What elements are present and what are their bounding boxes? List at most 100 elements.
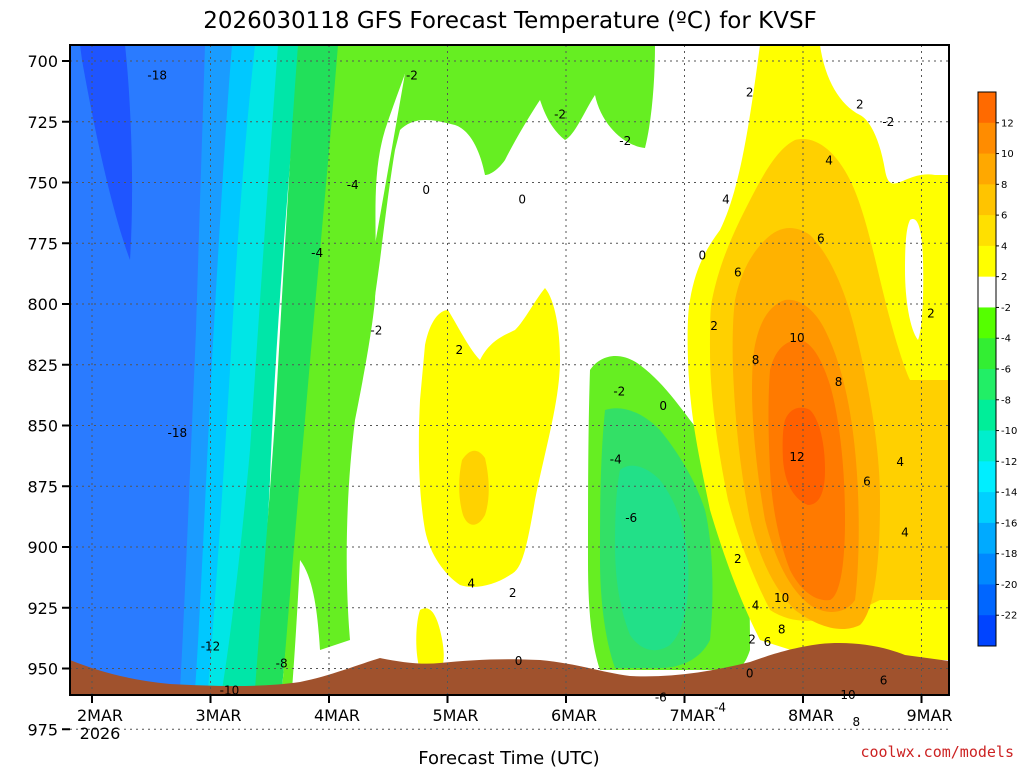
colorbar-label: 12 xyxy=(1001,118,1014,129)
y-tick-label: 750 xyxy=(27,174,58,193)
y-tick-label: 850 xyxy=(27,417,58,436)
contour-label: 0 xyxy=(515,654,523,668)
contour-label: 2 xyxy=(856,98,864,112)
contour-label: -4 xyxy=(311,246,323,260)
region-minus-12 xyxy=(208,45,280,690)
region-minus-8 xyxy=(255,45,340,690)
contour-label: 4 xyxy=(901,525,909,539)
colorbar: 12 10 8 6 4 2 -2 -4 -6 -8 -10 -12 -14 -16 -18 -20 -22 xyxy=(977,91,1017,647)
region-zero-gap-9mar-top xyxy=(890,45,949,160)
colorbar-swatch xyxy=(978,338,996,370)
x-tick-label: 3MAR xyxy=(195,706,241,725)
colorbar-swatch xyxy=(978,153,996,185)
plot-frame xyxy=(69,44,950,696)
colorbar-label: 8 xyxy=(1001,180,1007,191)
colorbar-label: 2 xyxy=(1001,272,1007,283)
colorbar-label: 6 xyxy=(1001,211,1007,222)
colorbar-swatch xyxy=(978,122,996,155)
contour-label: 2 xyxy=(734,552,742,566)
region-minus-10 xyxy=(222,45,300,690)
colorbar-swatch xyxy=(978,215,996,247)
contour-label: 0 xyxy=(518,193,526,207)
contour-label: -2 xyxy=(882,115,894,129)
y-tick-label: 800 xyxy=(27,295,58,314)
region-zero-gap-9mar xyxy=(905,219,924,340)
colorbar-swatch xyxy=(978,522,996,555)
region-minus-6-6mar xyxy=(615,465,689,651)
y-tick-label: 875 xyxy=(27,477,58,496)
contour-label: 6 xyxy=(817,231,825,245)
contour-label: 12 xyxy=(789,450,804,464)
x-tick-label: 6MAR xyxy=(551,706,597,725)
colorbar-label: 4 xyxy=(1001,241,1007,252)
contour-label: 2 xyxy=(927,307,935,321)
contour-label: 6 xyxy=(880,674,888,688)
colorbar-swatch xyxy=(978,92,996,124)
contour-label: -2 xyxy=(554,107,566,121)
x-axis-label: Forecast Time (UTC) xyxy=(418,748,599,768)
colorbar-label: -16 xyxy=(1001,518,1017,529)
x-tick-label: 8MAR xyxy=(788,706,834,725)
contour-label: -12 xyxy=(201,640,221,654)
colorbar-label: -8 xyxy=(1001,395,1011,406)
contour-label: 10 xyxy=(789,331,804,345)
region-plus-2-4mar xyxy=(416,608,444,670)
contour-label: 0 xyxy=(422,183,430,197)
colorbar-label: -20 xyxy=(1001,580,1017,591)
colorbar-label: 10 xyxy=(1001,149,1014,160)
contour-label: 8 xyxy=(778,623,786,637)
contour-label: -10 xyxy=(220,683,240,697)
contour-label: 0 xyxy=(659,399,667,413)
contour-labels: -18 -18 -12 -10 -8 -4 -4 -2 -2 0 0 -2 -2 2 4 2 0 -2 0 -4 -6 -… xyxy=(147,69,934,729)
contour-label: 4 xyxy=(825,154,833,168)
y-tick-label: 925 xyxy=(27,599,58,618)
colorbar-label: -18 xyxy=(1001,549,1017,560)
y-tick-label: 775 xyxy=(27,234,58,253)
contour-label: 2 xyxy=(710,319,718,333)
x-tick-label: 9MAR xyxy=(906,706,952,725)
contour-label: -8 xyxy=(276,657,288,671)
region-plus-4-5mar xyxy=(459,450,489,525)
region-plus-2-5mar xyxy=(418,288,560,587)
y-axis: 700 725 750 775 800 825 850 875 900 925 950 975 xyxy=(27,52,70,739)
contour-label: 4 xyxy=(752,598,760,612)
contour-label: 8 xyxy=(752,353,760,367)
x-tick-label: 5MAR xyxy=(432,706,478,725)
contour-label: 6 xyxy=(764,635,772,649)
region-minus-2-left xyxy=(360,45,655,330)
y-tick-label: 825 xyxy=(27,356,58,375)
colorbar-swatch xyxy=(978,399,996,432)
colorbar-label: -6 xyxy=(1001,365,1011,376)
contour-label: 2 xyxy=(748,632,756,646)
contour-label: -2 xyxy=(406,69,418,83)
contour-label: -2 xyxy=(613,384,625,398)
colorbar-swatch xyxy=(978,307,996,339)
colorbar-swatch xyxy=(978,184,996,216)
colorbar-label: -2 xyxy=(1001,303,1011,314)
colorbar-label: -22 xyxy=(1001,611,1017,622)
y-tick-label: 725 xyxy=(27,113,58,132)
colorbar-swatch xyxy=(978,461,996,493)
grid-lines xyxy=(70,45,949,730)
contour-label: 6 xyxy=(734,265,742,279)
contour-label: -18 xyxy=(168,426,188,440)
colorbar-swatch xyxy=(978,553,996,585)
region-plus-12-8mar xyxy=(782,407,825,505)
contour-label: 2 xyxy=(746,86,754,100)
contour-label: -4 xyxy=(347,178,359,192)
contour-label: 4 xyxy=(467,576,475,590)
y-tick-label: 900 xyxy=(27,538,58,557)
contour-label: -2 xyxy=(370,324,382,338)
contour-label: -2 xyxy=(619,134,631,148)
y-tick-label: 700 xyxy=(27,52,58,71)
x-tick-label: 4MAR xyxy=(314,706,360,725)
colorbar-swatch xyxy=(978,430,996,462)
colorbar-swatch xyxy=(978,615,996,647)
region-minus-18 xyxy=(70,45,240,690)
region-minus-4 xyxy=(282,45,415,690)
contour-label: 2 xyxy=(456,343,464,357)
colorbar-label: -14 xyxy=(1001,488,1017,499)
colorbar-swatch xyxy=(978,276,996,308)
contour-label: 8 xyxy=(835,375,843,389)
